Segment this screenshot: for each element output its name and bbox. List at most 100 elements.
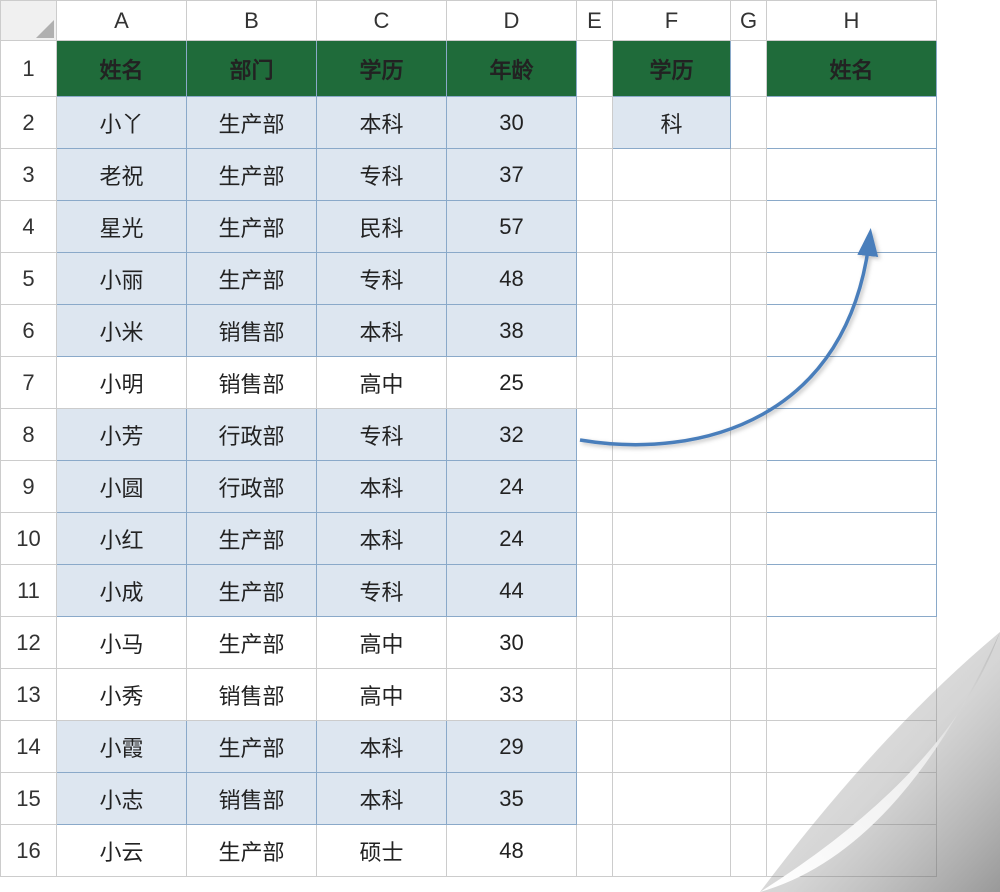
column-header-D[interactable]: D [447, 1, 577, 41]
cell-G16[interactable] [731, 825, 767, 877]
row-header-1[interactable]: 1 [1, 41, 57, 97]
column-header-F[interactable]: F [613, 1, 731, 41]
cell-C2[interactable]: 本科 [317, 97, 447, 149]
cell-H11[interactable] [767, 565, 937, 617]
cell-C11[interactable]: 专科 [317, 565, 447, 617]
cell-D9[interactable]: 24 [447, 461, 577, 513]
row-header-6[interactable]: 6 [1, 305, 57, 357]
cell-C15[interactable]: 本科 [317, 773, 447, 825]
row-header-13[interactable]: 13 [1, 669, 57, 721]
cell-H1[interactable]: 姓名 [767, 41, 937, 97]
cell-B11[interactable]: 生产部 [187, 565, 317, 617]
cell-F4[interactable] [613, 201, 731, 253]
cell-E9[interactable] [577, 461, 613, 513]
cell-F8[interactable] [613, 409, 731, 461]
row-header-14[interactable]: 14 [1, 721, 57, 773]
cell-H6[interactable] [767, 305, 937, 357]
cell-A6[interactable]: 小米 [57, 305, 187, 357]
cell-F9[interactable] [613, 461, 731, 513]
cell-B2[interactable]: 生产部 [187, 97, 317, 149]
cell-A10[interactable]: 小红 [57, 513, 187, 565]
cell-H7[interactable] [767, 357, 937, 409]
cell-E14[interactable] [577, 721, 613, 773]
row-header-5[interactable]: 5 [1, 253, 57, 305]
cell-G13[interactable] [731, 669, 767, 721]
cell-G6[interactable] [731, 305, 767, 357]
cell-D5[interactable]: 48 [447, 253, 577, 305]
cell-B7[interactable]: 销售部 [187, 357, 317, 409]
cell-B4[interactable]: 生产部 [187, 201, 317, 253]
cell-H12[interactable] [767, 617, 937, 669]
cell-C1[interactable]: 学历 [317, 41, 447, 97]
cell-A13[interactable]: 小秀 [57, 669, 187, 721]
cell-C5[interactable]: 专科 [317, 253, 447, 305]
spreadsheet-grid[interactable]: ABCDEFGH1姓名部门学历年龄学历姓名2小丫生产部本科30科3老祝生产部专科… [0, 0, 937, 877]
cell-A8[interactable]: 小芳 [57, 409, 187, 461]
cell-A14[interactable]: 小霞 [57, 721, 187, 773]
cell-B13[interactable]: 销售部 [187, 669, 317, 721]
cell-G15[interactable] [731, 773, 767, 825]
row-header-9[interactable]: 9 [1, 461, 57, 513]
cell-D6[interactable]: 38 [447, 305, 577, 357]
row-header-15[interactable]: 15 [1, 773, 57, 825]
cell-H14[interactable] [767, 721, 937, 773]
cell-E15[interactable] [577, 773, 613, 825]
cell-H10[interactable] [767, 513, 937, 565]
cell-G4[interactable] [731, 201, 767, 253]
cell-H4[interactable] [767, 201, 937, 253]
cell-F1[interactable]: 学历 [613, 41, 731, 97]
cell-C10[interactable]: 本科 [317, 513, 447, 565]
cell-G2[interactable] [731, 97, 767, 149]
cell-H3[interactable] [767, 149, 937, 201]
cell-B12[interactable]: 生产部 [187, 617, 317, 669]
cell-E13[interactable] [577, 669, 613, 721]
cell-C7[interactable]: 高中 [317, 357, 447, 409]
cell-G7[interactable] [731, 357, 767, 409]
cell-D14[interactable]: 29 [447, 721, 577, 773]
cell-D16[interactable]: 48 [447, 825, 577, 877]
cell-G1[interactable] [731, 41, 767, 97]
cell-B1[interactable]: 部门 [187, 41, 317, 97]
column-header-B[interactable]: B [187, 1, 317, 41]
cell-A1[interactable]: 姓名 [57, 41, 187, 97]
cell-E7[interactable] [577, 357, 613, 409]
cell-F10[interactable] [613, 513, 731, 565]
cell-D11[interactable]: 44 [447, 565, 577, 617]
cell-C8[interactable]: 专科 [317, 409, 447, 461]
cell-C16[interactable]: 硕士 [317, 825, 447, 877]
cell-F3[interactable] [613, 149, 731, 201]
row-header-8[interactable]: 8 [1, 409, 57, 461]
column-header-A[interactable]: A [57, 1, 187, 41]
cell-A15[interactable]: 小志 [57, 773, 187, 825]
cell-E16[interactable] [577, 825, 613, 877]
cell-B8[interactable]: 行政部 [187, 409, 317, 461]
cell-C14[interactable]: 本科 [317, 721, 447, 773]
cell-C6[interactable]: 本科 [317, 305, 447, 357]
cell-E3[interactable] [577, 149, 613, 201]
cell-F6[interactable] [613, 305, 731, 357]
cell-D10[interactable]: 24 [447, 513, 577, 565]
cell-F14[interactable] [613, 721, 731, 773]
cell-D3[interactable]: 37 [447, 149, 577, 201]
cell-A11[interactable]: 小成 [57, 565, 187, 617]
cell-A4[interactable]: 星光 [57, 201, 187, 253]
cell-D7[interactable]: 25 [447, 357, 577, 409]
cell-F5[interactable] [613, 253, 731, 305]
cell-H8[interactable] [767, 409, 937, 461]
row-header-12[interactable]: 12 [1, 617, 57, 669]
cell-E12[interactable] [577, 617, 613, 669]
cell-A9[interactable]: 小圆 [57, 461, 187, 513]
cell-B5[interactable]: 生产部 [187, 253, 317, 305]
cell-D8[interactable]: 32 [447, 409, 577, 461]
cell-E1[interactable] [577, 41, 613, 97]
cell-E2[interactable] [577, 97, 613, 149]
cell-E8[interactable] [577, 409, 613, 461]
column-header-H[interactable]: H [767, 1, 937, 41]
cell-A2[interactable]: 小丫 [57, 97, 187, 149]
column-header-E[interactable]: E [577, 1, 613, 41]
cell-H2[interactable] [767, 97, 937, 149]
cell-A7[interactable]: 小明 [57, 357, 187, 409]
cell-C13[interactable]: 高中 [317, 669, 447, 721]
cell-F15[interactable] [613, 773, 731, 825]
cell-D15[interactable]: 35 [447, 773, 577, 825]
